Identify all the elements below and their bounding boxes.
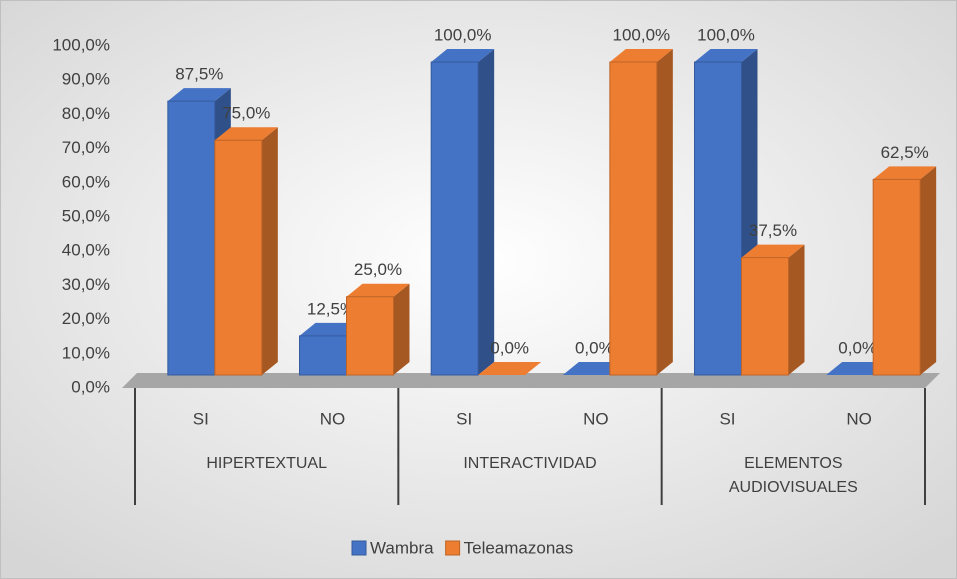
data-label: 12,5%: [307, 299, 355, 318]
y-tick-label: 80,0%: [62, 104, 110, 123]
bar-top: [431, 49, 495, 62]
bar: [609, 49, 673, 376]
bar-front: [346, 296, 394, 376]
bar-top: [346, 283, 410, 297]
y-tick-label: 20,0%: [62, 309, 110, 328]
legend-label: Teleamazonas: [464, 538, 574, 557]
y-tick-label: 40,0%: [62, 241, 110, 260]
bar-top: [609, 49, 673, 62]
bar-front: [741, 257, 789, 376]
x-tick-label: NO: [583, 409, 609, 428]
x-tick-label: SI: [456, 409, 472, 428]
bar: [694, 49, 758, 376]
bar-top: [167, 88, 231, 102]
bar: [346, 283, 410, 376]
y-tick-label: 0,0%: [71, 377, 110, 396]
bar-front: [430, 61, 479, 376]
x-tick-label: SI: [719, 409, 735, 428]
bar-top: [694, 49, 758, 62]
bar-top: [214, 127, 278, 141]
bar: [872, 166, 937, 376]
bar-side: [788, 244, 805, 375]
legend-label: Wambra: [370, 538, 434, 557]
y-tick-label: 100,0%: [52, 35, 110, 54]
y-tick-label: 70,0%: [62, 138, 110, 157]
bar-side: [261, 127, 278, 375]
data-label: 62,5%: [881, 143, 929, 162]
data-label: 100,0%: [434, 25, 492, 44]
bar-top: [873, 166, 937, 180]
y-tick-label: 60,0%: [62, 172, 110, 191]
y-tick-label: 30,0%: [62, 275, 110, 294]
data-label: 0,0%: [575, 338, 614, 357]
bar: [478, 362, 542, 375]
data-label: 0,0%: [490, 338, 529, 357]
data-label: 75,0%: [222, 104, 270, 123]
group-label: ELEMENTOS AUDIOVISUALES: [728, 455, 858, 496]
group-label-box: HIPERTEXTUAL: [206, 455, 327, 472]
bar-side: [920, 166, 937, 375]
data-label: 100,0%: [697, 25, 755, 44]
bar-front: [609, 61, 658, 376]
bar-top: [478, 362, 542, 375]
y-tick-label: 10,0%: [62, 343, 110, 362]
floor: [122, 373, 940, 388]
data-label: 100,0%: [612, 25, 670, 44]
data-label: 0,0%: [838, 338, 877, 357]
bar-front: [694, 61, 742, 376]
group-label-box: INTERACTIVIDAD: [463, 455, 597, 472]
data-label: 37,5%: [749, 221, 797, 240]
legend-swatch: [351, 540, 367, 556]
data-label: 25,0%: [354, 260, 402, 279]
bar-top: [741, 244, 805, 258]
bar: [741, 244, 805, 376]
bar-front: [214, 139, 263, 376]
bar-side: [478, 49, 495, 375]
group-label-box: ELEMENTOS AUDIOVISUALES: [728, 455, 858, 496]
x-tick-label: NO: [320, 409, 346, 428]
bar-side: [393, 283, 410, 375]
x-tick-label: NO: [846, 409, 872, 428]
bar-front: [299, 335, 347, 376]
x-tick-label: SI: [193, 409, 209, 428]
bar-front: [872, 178, 921, 376]
legend-swatch: [445, 540, 461, 556]
bar-side: [656, 49, 673, 375]
group-label: HIPERTEXTUAL: [206, 455, 327, 472]
y-tick-label: 50,0%: [62, 206, 110, 225]
y-tick-label: 90,0%: [62, 70, 110, 89]
bar-front: [167, 100, 216, 376]
data-label: 87,5%: [175, 65, 223, 84]
bar: [430, 49, 495, 376]
group-label: INTERACTIVIDAD: [463, 455, 597, 472]
bar: [214, 127, 278, 376]
